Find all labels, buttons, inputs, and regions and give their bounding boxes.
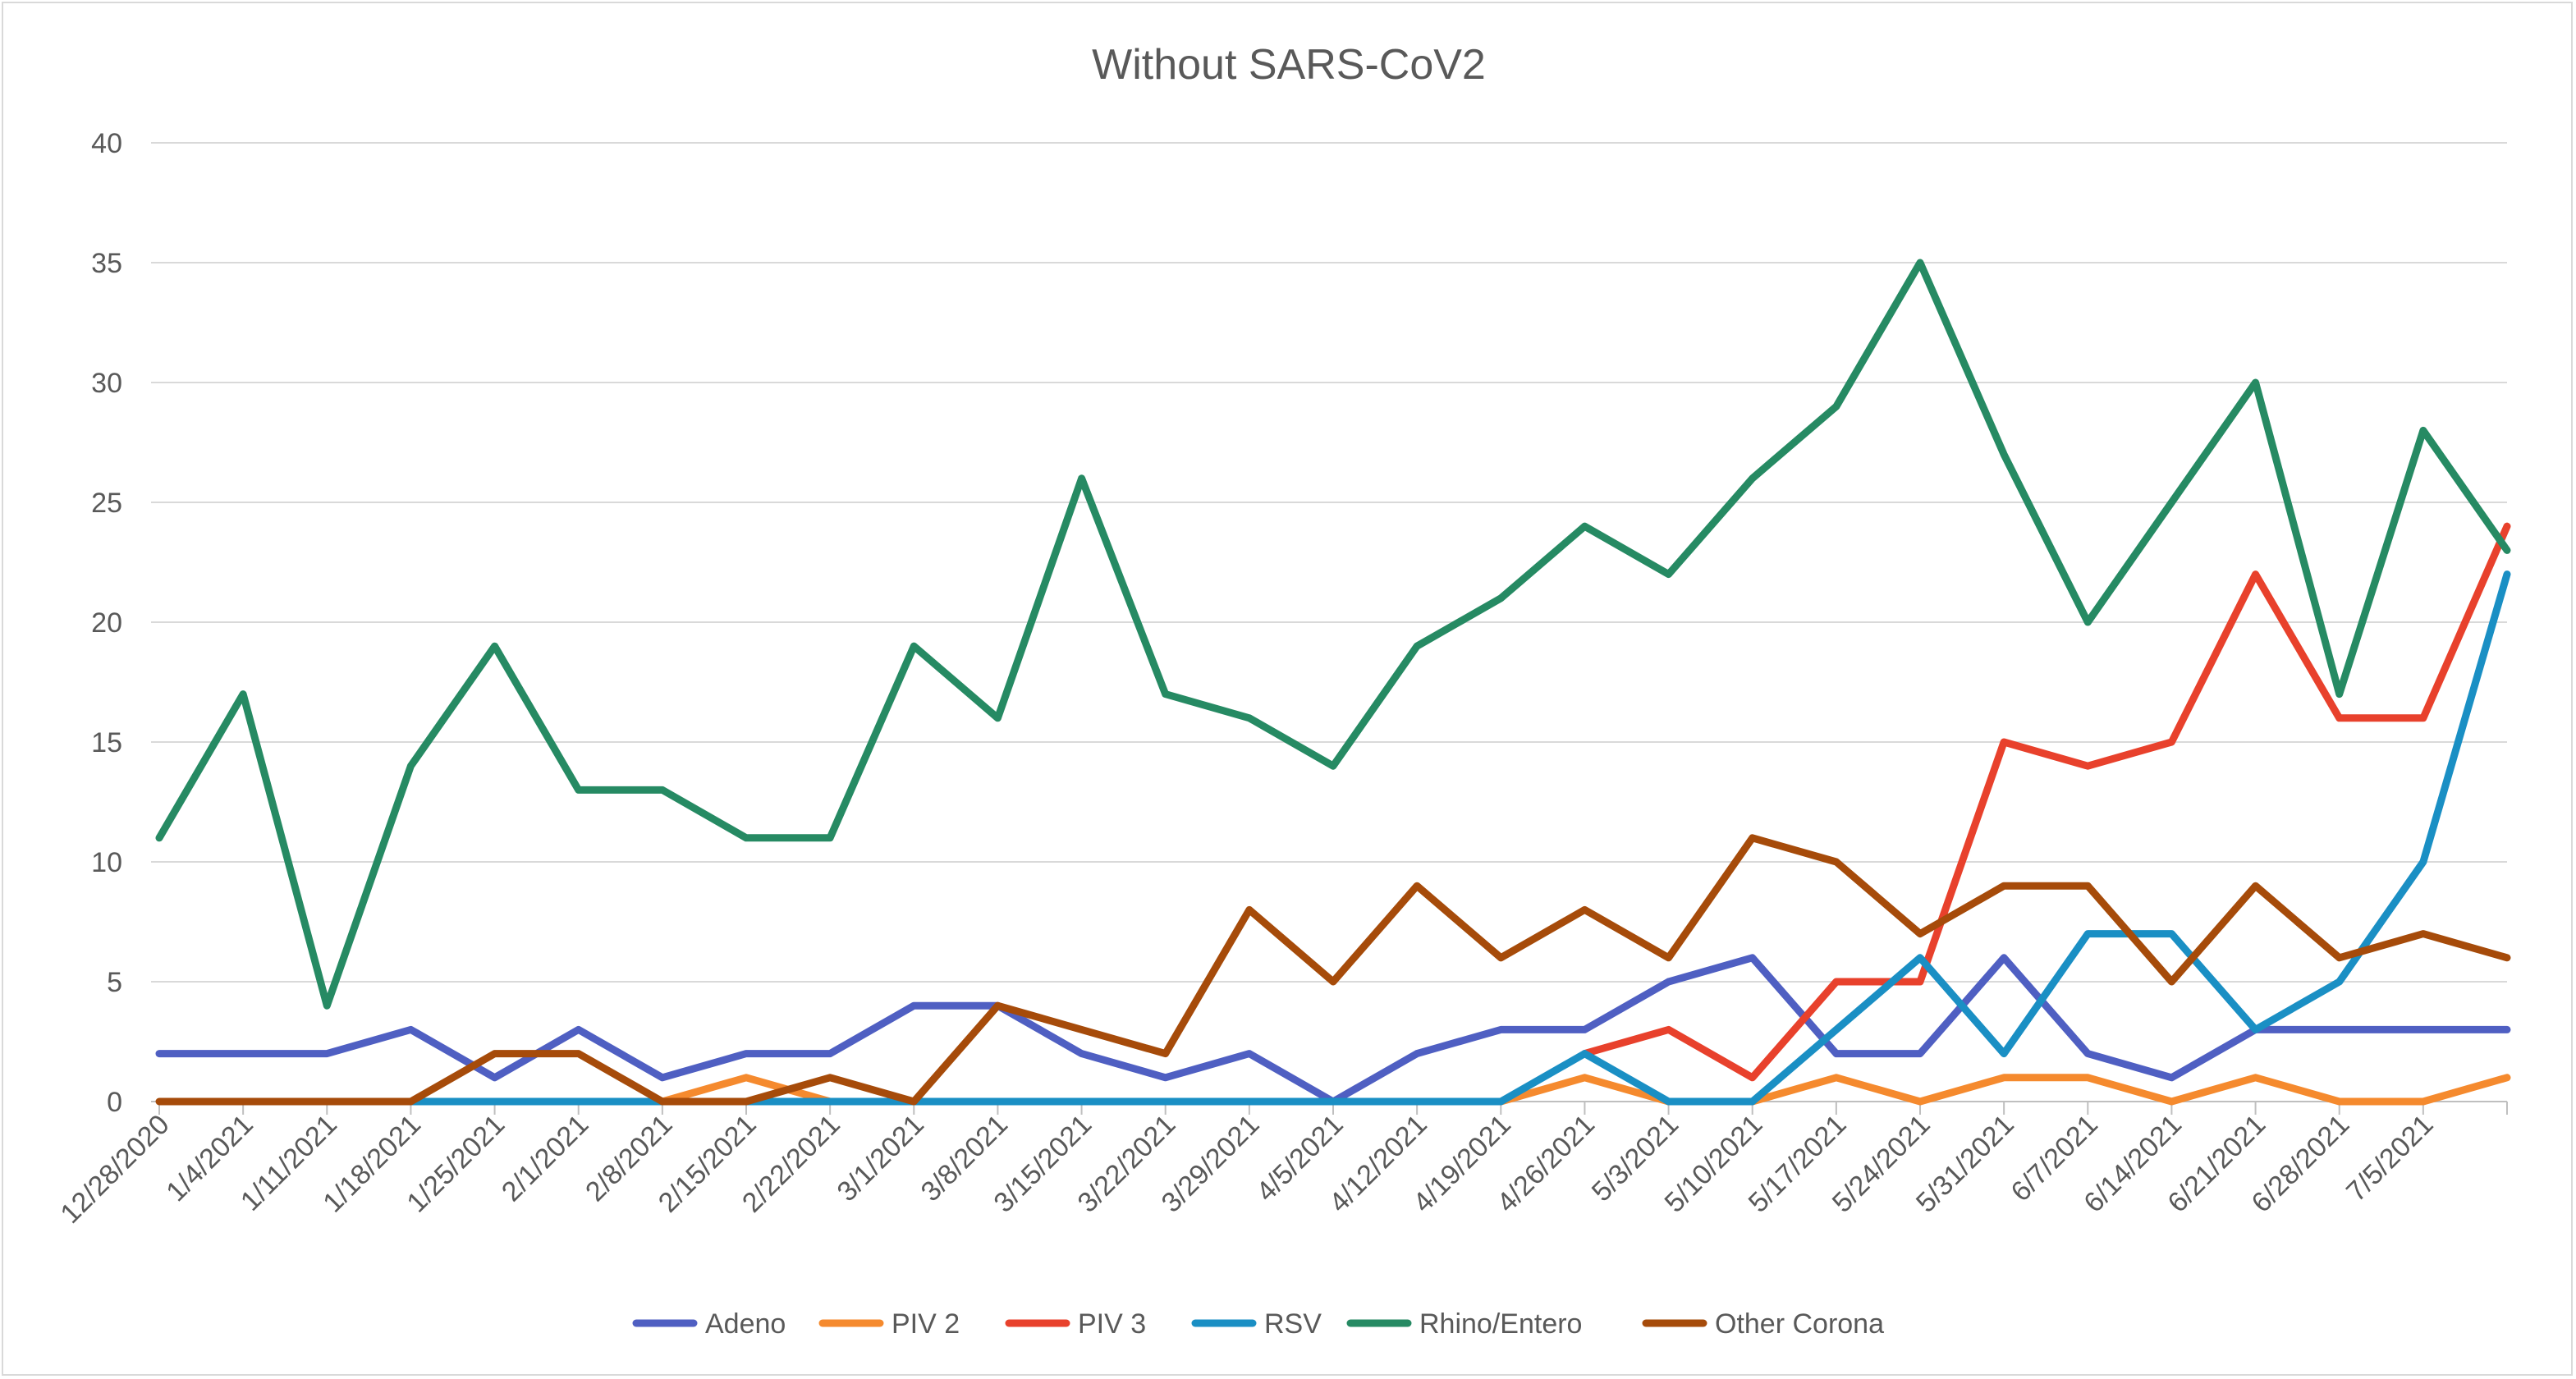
y-tick-label: 25	[91, 488, 122, 519]
chart-title: Without SARS-CoV2	[1092, 41, 1486, 89]
y-tick-label: 20	[91, 607, 122, 639]
x-tick-label: 2/1/2021	[496, 1109, 594, 1207]
series-line	[155, 259, 2511, 1010]
y-tick-label: 35	[91, 248, 122, 279]
legend: Adeno PIV 2 PIV 3 RSV Rhino/Entero Other Coro…	[632, 1308, 1884, 1340]
legend-item[interactable]: Rhino/Entero	[1346, 1308, 1582, 1340]
y-tick-label: 0	[107, 1087, 122, 1118]
y-tick-label: 10	[91, 847, 122, 878]
legend-item[interactable]: Other Corona	[1642, 1308, 1884, 1340]
legend-item[interactable]: PIV 2	[818, 1308, 960, 1340]
legend-item[interactable]: Adeno	[632, 1308, 786, 1340]
y-axis-tick-labels: 0 5 10 15 20 25 30 35 40	[91, 128, 122, 1118]
series-rhino-entero	[155, 259, 2511, 1010]
gridlines	[151, 142, 2507, 983]
series-other-corona	[155, 834, 2511, 1106]
x-axis-tick-labels: 12/28/20201/4/20211/11/20211/18/20211/25…	[54, 1109, 2439, 1230]
legend-label: PIV 3	[1078, 1308, 1146, 1340]
legend-label: Adeno	[705, 1308, 786, 1340]
series-lines	[155, 259, 2511, 1106]
x-tick-label: 12/28/2020	[54, 1109, 175, 1230]
y-tick-label: 15	[91, 727, 122, 758]
series-line	[1580, 522, 2511, 1082]
line-chart: Without SARS-CoV2 0 5 10 15 20 25 30 35 40 12/28…	[54, 41, 2511, 1340]
y-tick-label: 5	[107, 967, 122, 998]
x-tick-label: 7/5/2021	[2340, 1109, 2439, 1207]
y-tick-label: 40	[91, 128, 122, 159]
legend-item[interactable]: PIV 3	[1005, 1308, 1146, 1340]
series-line	[406, 570, 2511, 1106]
legend-label: Other Corona	[1715, 1308, 1884, 1340]
legend-label: Rhino/Entero	[1419, 1308, 1582, 1340]
legend-label: PIV 2	[892, 1308, 960, 1340]
y-tick-label: 30	[91, 368, 122, 399]
series-rsv	[406, 570, 2511, 1106]
legend-label: RSV	[1264, 1308, 1322, 1340]
x-tick-label: 3/1/2021	[831, 1109, 929, 1207]
legend-item[interactable]: RSV	[1191, 1308, 1322, 1340]
series-line	[155, 834, 2511, 1106]
